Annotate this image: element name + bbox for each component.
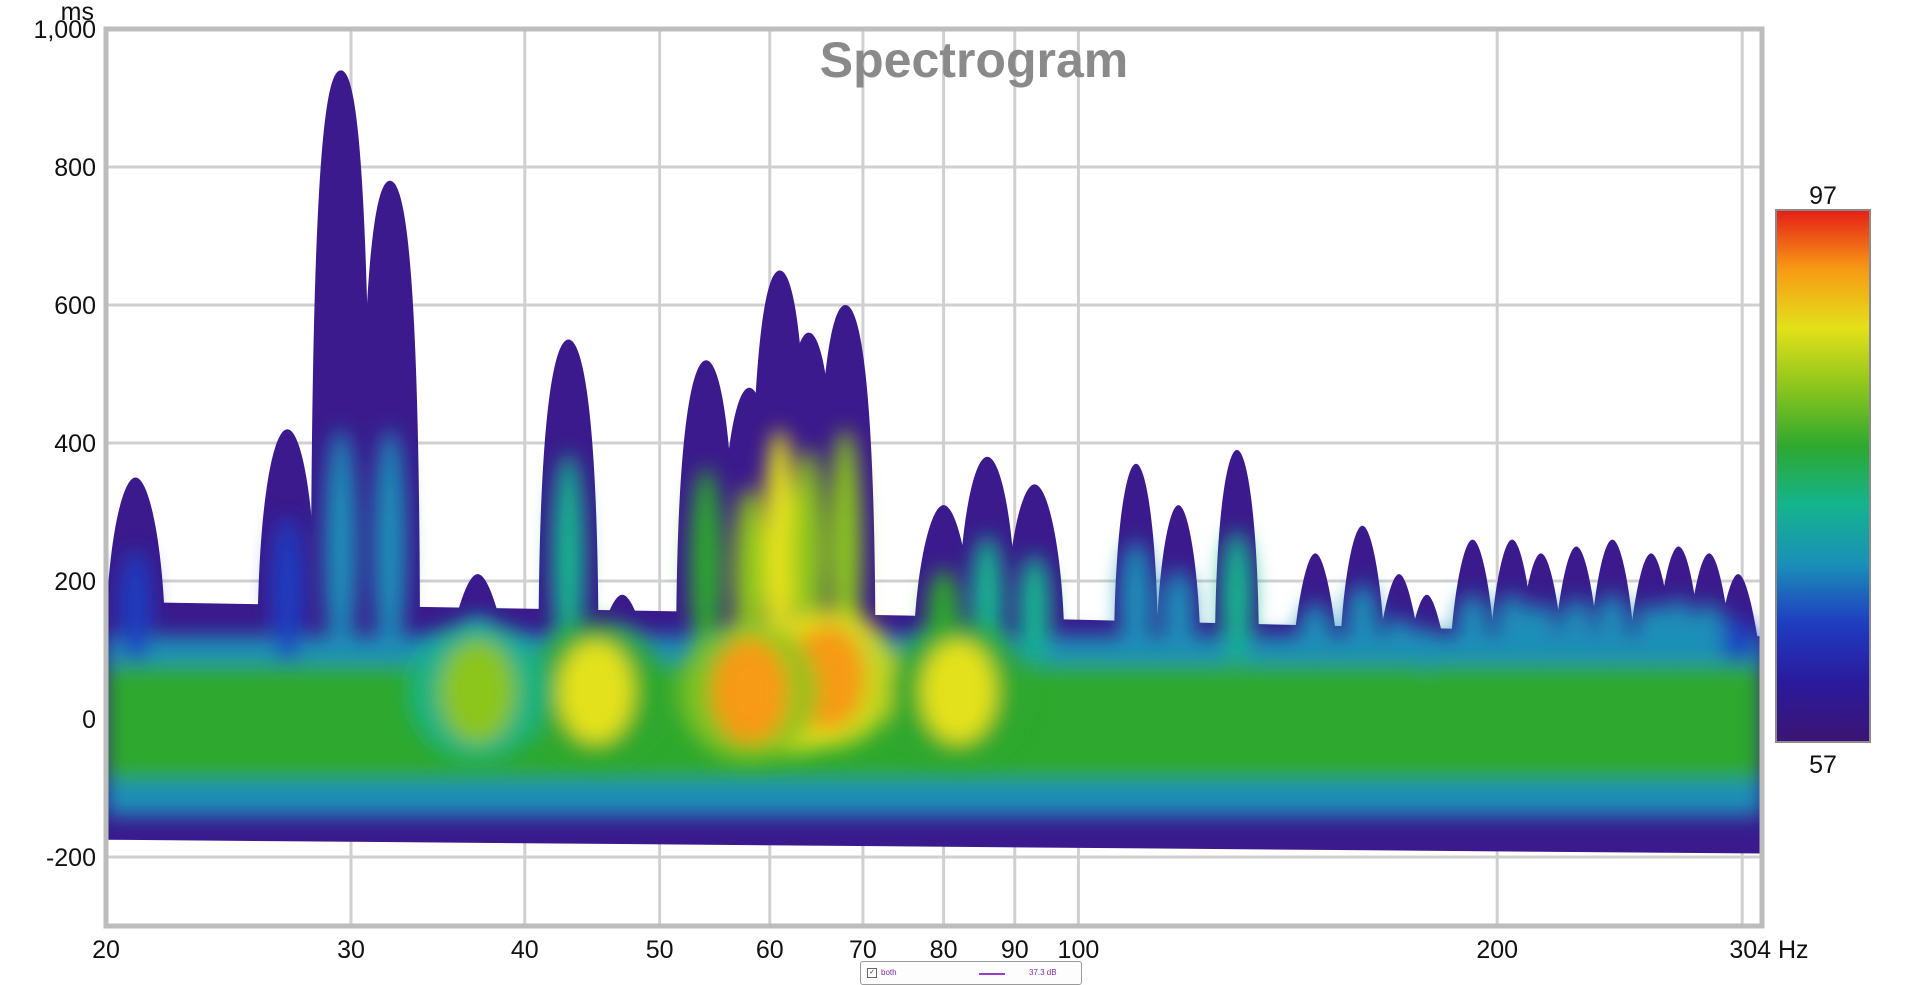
peak-core [1018, 554, 1051, 664]
x-tick-label: 30 [337, 936, 365, 964]
peak-core [763, 429, 796, 664]
y-axis-unit: ms [61, 0, 94, 26]
peak-core [1456, 593, 1489, 664]
x-tick-label: 50 [646, 936, 674, 964]
x-tick-label: 80 [930, 936, 958, 964]
plot-frame [103, 26, 1765, 929]
peak-core [1693, 603, 1726, 664]
y-tick-label: 800 [54, 154, 96, 182]
y-tick-label: -200 [46, 844, 96, 872]
legend-value: 37.3 dB [1029, 968, 1057, 977]
hotspot-group [407, 607, 1029, 762]
y-tick-label: 1,000 [33, 16, 96, 44]
peak-core [1119, 540, 1152, 664]
x-axis-ticks: 20 30 40 50 60 70 80 90 100 200 304 [92, 936, 1771, 964]
peak-core [1299, 603, 1332, 664]
peak-core [1560, 598, 1593, 664]
peak-core [1635, 603, 1668, 664]
legend: ✓ both 37.3 dB [860, 961, 1082, 985]
peak-core [271, 516, 304, 664]
x-tick-label: 70 [849, 936, 877, 964]
y-tick-label: 200 [54, 568, 96, 596]
peak-core [1410, 627, 1443, 668]
colorbar: 97 57 [1775, 182, 1871, 779]
legend-series-name: both [881, 968, 897, 977]
peak-core [1524, 603, 1557, 664]
hotspot-core [711, 639, 788, 744]
hotspot-core [439, 639, 516, 744]
peak-core [373, 429, 406, 664]
peak-core [1162, 569, 1195, 664]
peak-core [324, 429, 357, 664]
peak-core [829, 429, 862, 664]
peak-core [119, 549, 152, 664]
x-tick-label: 90 [1001, 936, 1029, 964]
colorbar-min-label: 57 [1809, 751, 1837, 779]
x-tick-label: 40 [511, 936, 539, 964]
peak-core [1662, 598, 1695, 664]
x-tick-label: 100 [1058, 936, 1100, 964]
peak-core [733, 487, 766, 664]
x-tick-label: 200 [1476, 936, 1518, 964]
peak-core [1220, 530, 1253, 664]
colorbar-scale [1775, 209, 1871, 743]
legend-line-swatch [979, 973, 1005, 975]
y-tick-label: 0 [82, 706, 96, 734]
peak-core [1596, 593, 1629, 664]
spectrogram-surface [106, 70, 1762, 854]
chart-title: Spectrogram [820, 32, 1128, 88]
x-tick-label: 304 [1729, 936, 1771, 964]
peak-core [1722, 617, 1755, 664]
y-tick-label: 600 [54, 292, 96, 320]
colorbar-max-label: 97 [1809, 182, 1837, 210]
peak-core [1346, 583, 1379, 664]
hotspot-core [920, 639, 997, 744]
x-axis-unit: Hz [1778, 936, 1809, 964]
hotspot-core [557, 639, 634, 744]
y-axis-ticks: 1,000 800 600 400 200 0 -200 [33, 16, 96, 872]
peak-core [552, 453, 585, 664]
x-tick-label: 20 [92, 936, 120, 964]
y-tick-label: 400 [54, 430, 96, 458]
peak-core [1383, 617, 1416, 664]
peak-core [1496, 593, 1529, 664]
x-tick-label: 60 [756, 936, 784, 964]
peak-core [690, 467, 723, 664]
